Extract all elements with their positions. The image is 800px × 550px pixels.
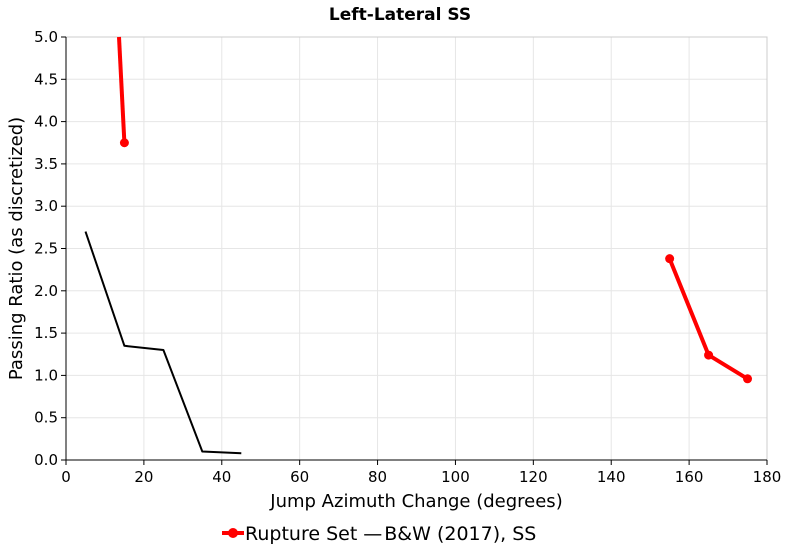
chart-title: Left-Lateral SS <box>329 5 471 25</box>
x-tick-label: 0 <box>61 468 71 486</box>
x-tick-label: 80 <box>368 468 387 486</box>
series-line-rupture-set <box>117 36 127 143</box>
y-tick-label: 2.5 <box>34 240 58 258</box>
data-point-rupture-set <box>665 254 675 264</box>
x-tick-label: 60 <box>290 468 309 486</box>
y-tick-label: 1.5 <box>34 324 58 342</box>
x-tick-label: 20 <box>134 468 153 486</box>
x-tick-label: 160 <box>675 468 704 486</box>
y-tick-label: 3.5 <box>34 155 58 173</box>
data-point-rupture-set <box>743 374 753 384</box>
y-axis-label: Passing Ratio (as discretized) <box>6 117 27 380</box>
x-tick-label: 40 <box>212 468 231 486</box>
legend-text: Rupture Set — B&W (2017), SS <box>245 523 536 545</box>
axes: 0 20 40 60 80 100 120 140 160 180 0.0 0.5 1.0 1.5 2.0 2… <box>34 28 781 486</box>
x-tick-label: 100 <box>441 468 470 486</box>
x-tick-label: 180 <box>753 468 782 486</box>
legend-label-bw: B&W (2017), SS <box>384 523 536 545</box>
y-tick-label: 0.0 <box>34 451 58 469</box>
series-line-rupture-set <box>667 257 749 381</box>
grid <box>65 36 768 461</box>
data-point-rupture-set <box>119 138 129 148</box>
y-tick-label: 2.0 <box>34 282 58 300</box>
x-tick-label: 120 <box>519 468 548 486</box>
x-axis-label: Jump Azimuth Change (degrees) <box>269 491 562 512</box>
legend-label-rupture-set: Rupture Set <box>245 523 357 545</box>
y-tick-label: 1.0 <box>34 366 58 384</box>
y-tick-label: 4.0 <box>34 113 58 131</box>
series-line-bw-2017 <box>84 231 242 455</box>
y-tick-label: 3.0 <box>34 197 58 215</box>
legend-red-marker <box>228 528 238 538</box>
x-tick-label: 140 <box>597 468 626 486</box>
data-point-rupture-set <box>704 350 714 360</box>
y-tick-label: 0.5 <box>34 409 58 427</box>
legend-black-dash: — <box>363 523 382 545</box>
legend: Rupture Set — B&W (2017), SS <box>222 523 536 545</box>
y-tick-label: 5.0 <box>34 28 58 46</box>
y-tick-label: 4.5 <box>34 70 58 88</box>
data-layer <box>84 36 753 455</box>
